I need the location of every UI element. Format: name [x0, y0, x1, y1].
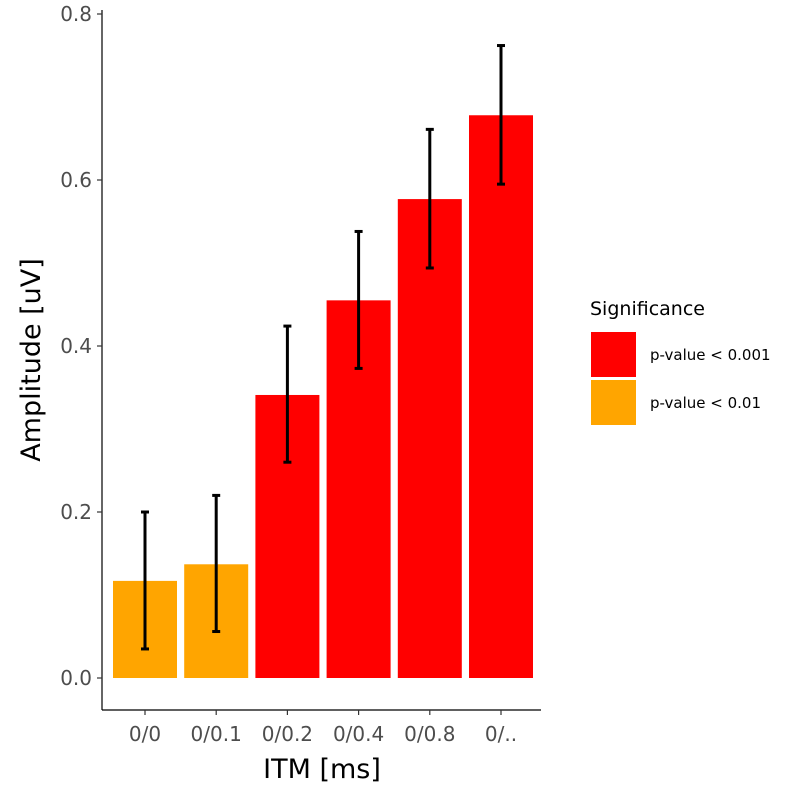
x-tick-label-4: 0/0.8: [404, 722, 455, 746]
legend-key-1: [591, 332, 636, 377]
error-bar-5: [425, 127, 434, 270]
legend-label-1: p-value < 0.001: [650, 346, 771, 364]
error-bar-4: [354, 229, 363, 370]
error-bar-3: [283, 324, 292, 464]
x-axis-title: ITM [ms]: [263, 754, 381, 785]
x-tick-label-0: 0/0: [129, 722, 161, 746]
bar-5: [397, 199, 462, 678]
x-tick-label-1: 0/0.1: [191, 722, 242, 746]
plot-area: 0.0 0.2 0.4 0.6 0.8: [60, 2, 541, 715]
y-tick-label-2: 0.4: [60, 334, 92, 358]
x-tick-label-5: 0/..: [485, 722, 517, 746]
y-tick-label-0: 0.0: [60, 666, 92, 690]
legend-title: Significance: [590, 298, 705, 320]
y-tick-label-4: 0.8: [60, 2, 92, 26]
legend-label-2: p-value < 0.01: [650, 394, 761, 412]
legend-key-2: [591, 380, 636, 425]
y-axis-title: Amplitude [uV]: [16, 258, 47, 462]
legend: p-value < 0.001 p-value < 0.01: [591, 332, 771, 425]
error-bar-1: [141, 510, 149, 651]
y-tick-label-3: 0.6: [60, 168, 92, 192]
x-tick-label-3: 0/0.4: [333, 722, 384, 746]
error-bar-6: [497, 44, 505, 186]
y-tick-label-1: 0.2: [60, 500, 92, 524]
error-bar-2: [212, 493, 221, 634]
bar-6: [469, 115, 533, 678]
x-tick-label-2: 0/0.2: [262, 722, 313, 746]
